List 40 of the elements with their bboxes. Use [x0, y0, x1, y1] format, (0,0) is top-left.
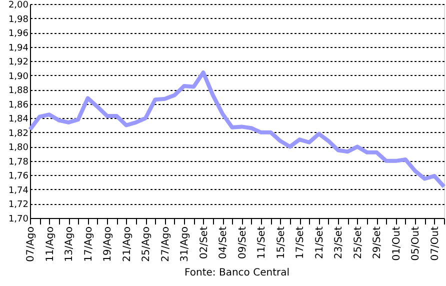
- x-tick-label: 07/Ago: [26, 226, 36, 262]
- x-tick-label: 19/Ago: [102, 226, 114, 262]
- x-tick-label: 04/Set: [218, 226, 230, 260]
- y-tick-label: 1,78: [8, 157, 29, 168]
- line-series: [28, 70, 446, 189]
- x-tick-label: 29/Set: [372, 226, 384, 260]
- y-tick-label: 1,82: [8, 128, 28, 139]
- x-tick-label: 23/Set: [334, 226, 345, 260]
- y-tick-label: 1,98: [8, 14, 29, 25]
- x-tick-label: 01/Out: [391, 226, 402, 261]
- x-tick-label: 02/Set: [198, 226, 210, 260]
- source-note: Fonte: Banco Central: [184, 267, 290, 278]
- y-tick-label: 1,94: [8, 43, 29, 54]
- y-tick-label: 1,92: [8, 58, 28, 68]
- x-tick-label: 25/Ago: [141, 226, 152, 262]
- x-tick-label: 25/Set: [352, 226, 364, 260]
- y-tick-label: 1,84: [8, 114, 29, 125]
- x-tick-label: 11/Set: [256, 226, 268, 260]
- x-tick-label: 15/Set: [276, 226, 287, 260]
- x-tick-label: 21/Set: [314, 226, 326, 260]
- x-tick-label: 17/Ago: [83, 226, 94, 262]
- y-tick-label: 2,00: [8, 0, 29, 10]
- y-tick-label: 1,76: [8, 172, 29, 182]
- x-tick-label: 05/Out: [410, 226, 422, 261]
- x-tick-label: 27/Ago: [160, 226, 172, 262]
- x-tick-label: 07/Out: [430, 226, 441, 261]
- y-tick-label: 1,86: [8, 100, 29, 110]
- y-tick-label: 1,88: [8, 86, 29, 96]
- y-tick-label: 1,72: [8, 200, 28, 210]
- x-tick-label: 31/Ago: [180, 226, 191, 262]
- y-tick-label: 1,70: [8, 214, 29, 224]
- x-tick-label: 21/Ago: [122, 226, 133, 262]
- y-tick-label: 1,74: [8, 186, 29, 196]
- y-tick-label: 1,90: [8, 72, 29, 82]
- x-tick-label: 11/Ago: [44, 226, 56, 262]
- x-tick-label: 13/Ago: [64, 226, 76, 262]
- y-tick-label: 1,96: [8, 29, 29, 40]
- x-tick-label: 17/Set: [295, 226, 306, 260]
- y-tick-label: 1,80: [8, 143, 29, 154]
- x-tick-label: 09/Set: [237, 226, 248, 260]
